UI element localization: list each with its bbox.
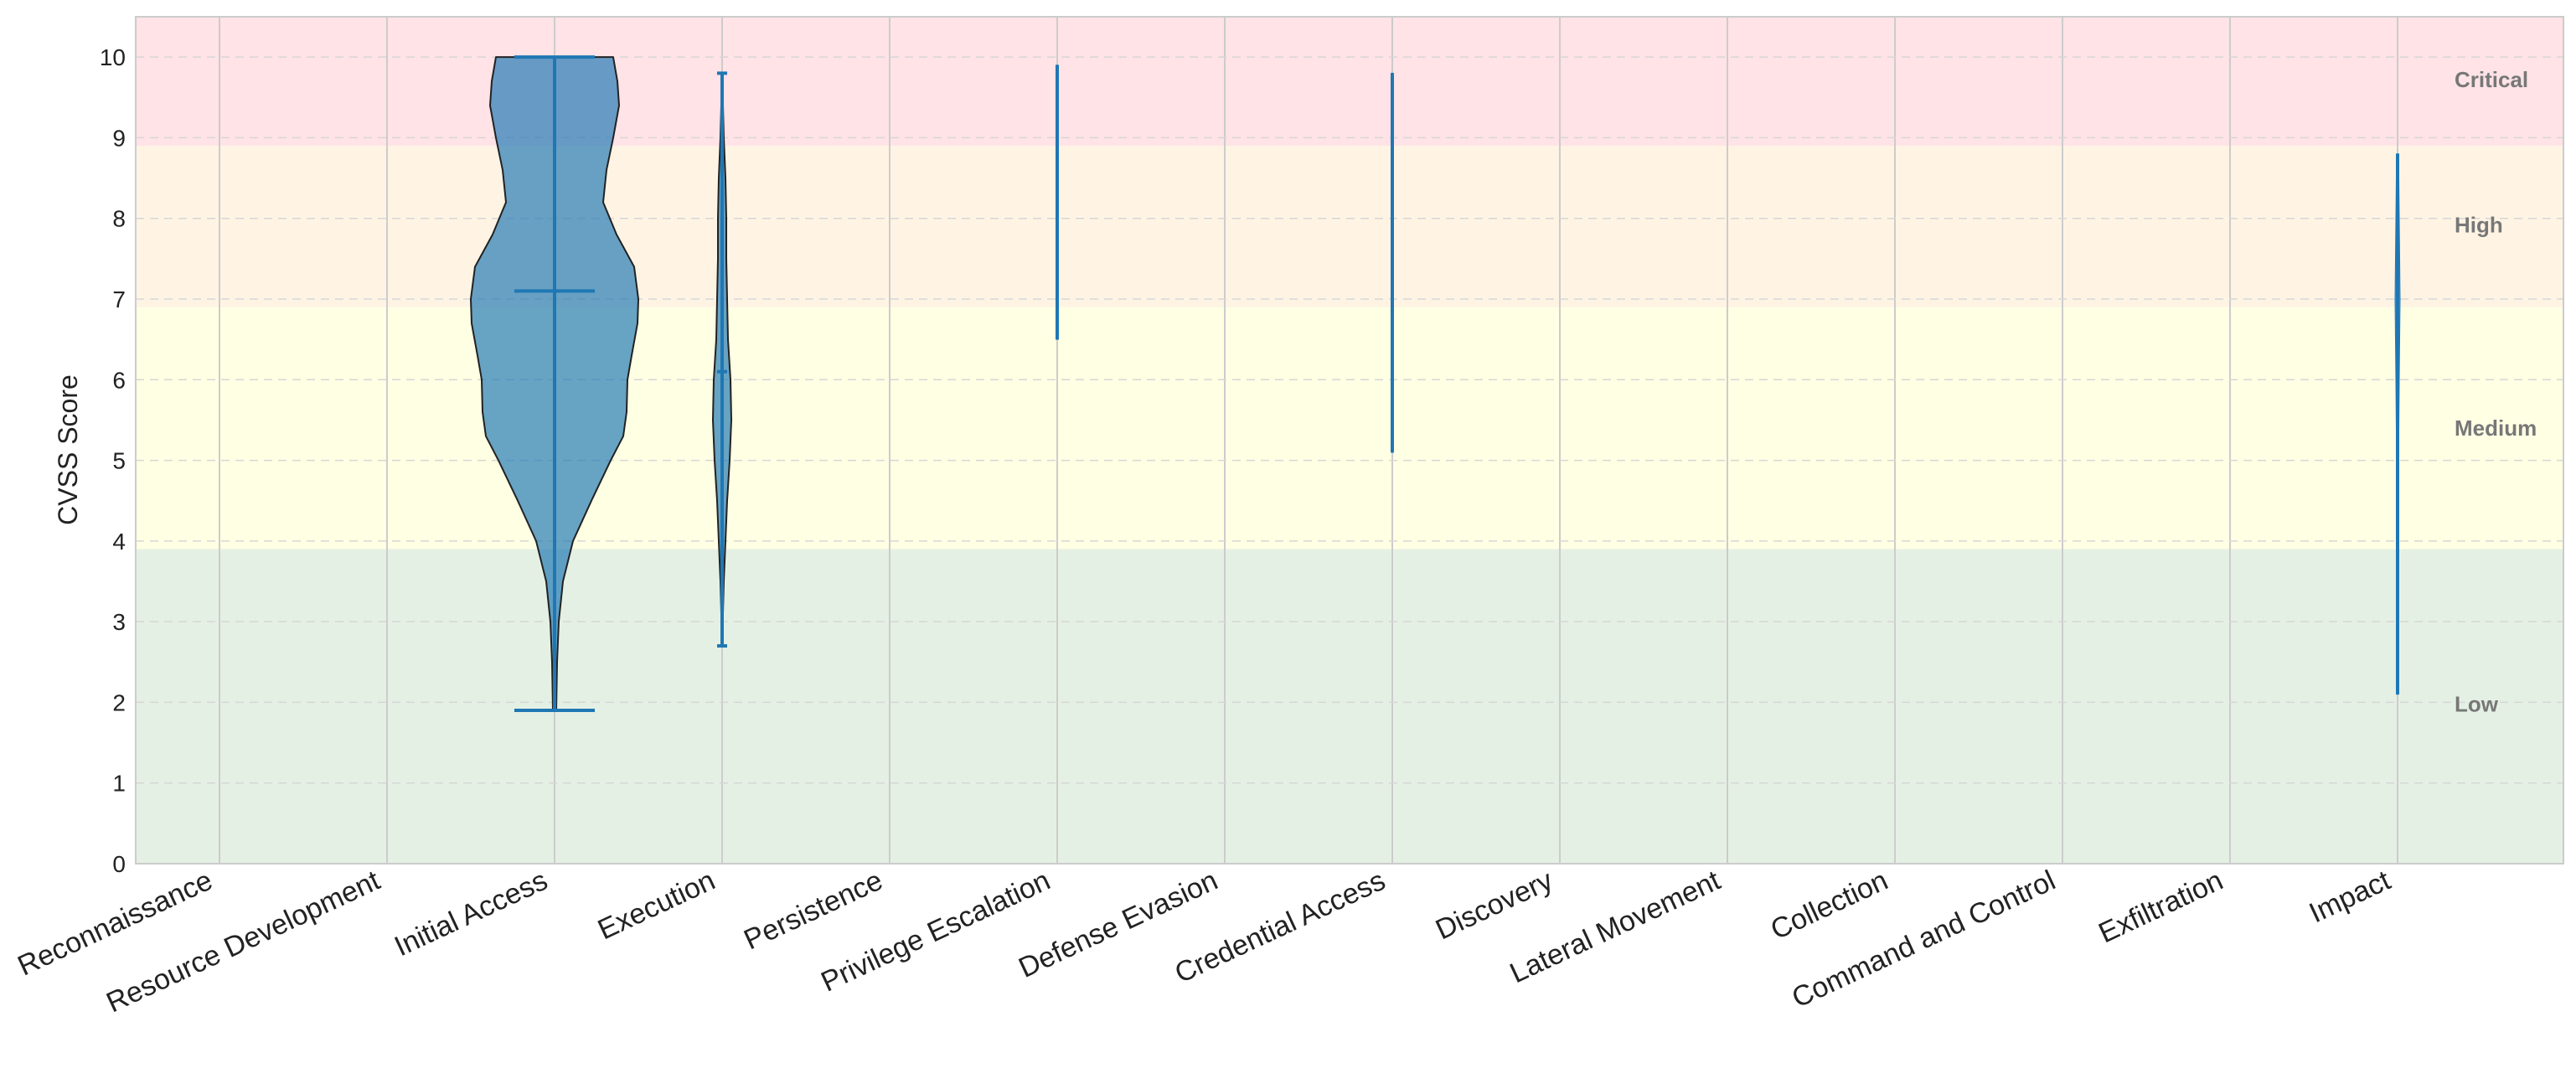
- severity-label-low: Low: [2455, 691, 2499, 716]
- severity-band-labels: Low Medium High Critical: [2455, 67, 2537, 716]
- violin-initial-access: [470, 55, 639, 713]
- x-tick-label: Initial Access: [390, 864, 552, 963]
- x-tick-label: Impact: [2305, 864, 2396, 930]
- y-tick-label: 4: [112, 529, 126, 555]
- violin-privilege-escalation: [1056, 65, 1059, 340]
- y-tick-label: 6: [112, 367, 126, 393]
- y-tick-label: 8: [112, 206, 126, 232]
- severity-label-critical: Critical: [2455, 67, 2528, 92]
- x-tick-label: Command and Control: [1787, 864, 2060, 1014]
- y-tick-label: 2: [112, 689, 126, 715]
- y-tick-label: 0: [112, 851, 126, 877]
- y-tick-label: 9: [112, 125, 126, 151]
- violin-series: [470, 55, 2401, 713]
- y-axis-label: CVSS Score: [53, 374, 83, 525]
- y-tick-label: 5: [112, 448, 126, 474]
- y-tick-label: 1: [112, 771, 126, 797]
- x-tick-label: Persistence: [739, 864, 887, 957]
- y-tick-label: 7: [112, 286, 126, 312]
- violin-credential-access: [1391, 72, 1394, 453]
- x-tick-label: Execution: [593, 864, 720, 947]
- x-tick-label: Resource Development: [101, 864, 385, 1019]
- y-tick-label: 10: [100, 44, 126, 70]
- x-tick-label: Collection: [1766, 864, 1892, 947]
- violin-impact: [2394, 153, 2401, 695]
- plot-frame: [135, 16, 2564, 864]
- severity-label-medium: Medium: [2455, 415, 2537, 441]
- violin-execution: [712, 71, 732, 648]
- x-tick-label: Discovery: [1431, 864, 1557, 947]
- severity-label-high: High: [2455, 212, 2503, 237]
- y-axis-ticks: 0 1 2 3 4 5 6 7 8 9 10: [100, 44, 126, 877]
- y-tick-label: 3: [112, 609, 126, 635]
- severity-band-low: [136, 549, 2563, 864]
- x-tick-label: Exfiltration: [2093, 864, 2228, 950]
